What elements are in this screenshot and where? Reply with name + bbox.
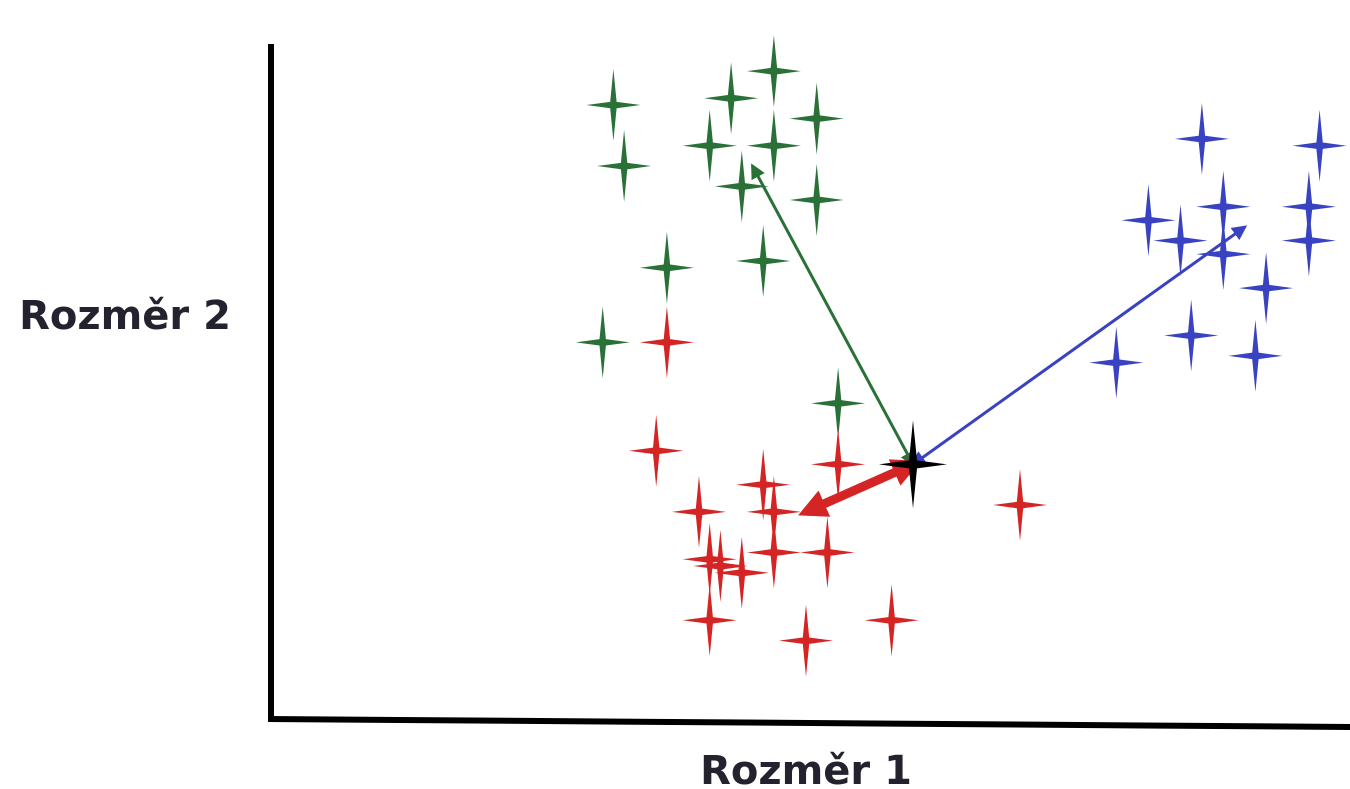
data-point <box>682 523 737 596</box>
data-point <box>800 516 855 589</box>
data-point <box>1164 299 1219 372</box>
data-point <box>575 306 630 379</box>
data-point <box>789 163 844 236</box>
neighbor-link <box>910 225 1248 467</box>
data-point <box>1239 252 1294 325</box>
neighbor-link <box>751 163 915 468</box>
data-point <box>746 516 801 589</box>
data-point <box>993 469 1047 542</box>
data-point <box>811 367 866 440</box>
data-point <box>629 414 684 487</box>
neighbor-link <box>798 459 921 517</box>
data-point <box>693 530 748 603</box>
neighbor-links <box>751 163 1248 517</box>
query-point <box>879 420 947 509</box>
data-point <box>779 604 833 677</box>
data-point <box>639 231 694 304</box>
data-point <box>864 584 919 657</box>
data-point <box>714 536 769 609</box>
data-point <box>1292 109 1347 182</box>
data-point <box>1174 102 1229 175</box>
data-point <box>682 584 737 657</box>
data-point <box>746 109 801 182</box>
data-point <box>1196 170 1251 243</box>
data-point <box>597 130 652 203</box>
data-point <box>1281 204 1336 277</box>
data-point <box>736 224 791 297</box>
data-point <box>714 150 769 223</box>
data-point <box>682 109 737 182</box>
data-point <box>736 448 791 521</box>
x-axis-label: Rozměr 1 <box>700 748 912 789</box>
x-axis <box>267 716 1350 730</box>
data-point <box>746 475 801 548</box>
data-point <box>1089 326 1144 399</box>
data-point <box>1196 218 1251 291</box>
data-point <box>1228 319 1283 392</box>
data-point <box>746 35 801 108</box>
data-point <box>639 306 694 379</box>
data-point <box>1121 184 1176 257</box>
data-point <box>1153 204 1208 277</box>
data-points <box>575 35 1347 677</box>
data-point <box>811 428 866 501</box>
y-axis-label: Rozměr 2 <box>19 293 231 339</box>
data-point <box>704 62 759 135</box>
data-point <box>586 69 641 142</box>
data-point <box>672 475 726 548</box>
data-point <box>789 82 844 155</box>
